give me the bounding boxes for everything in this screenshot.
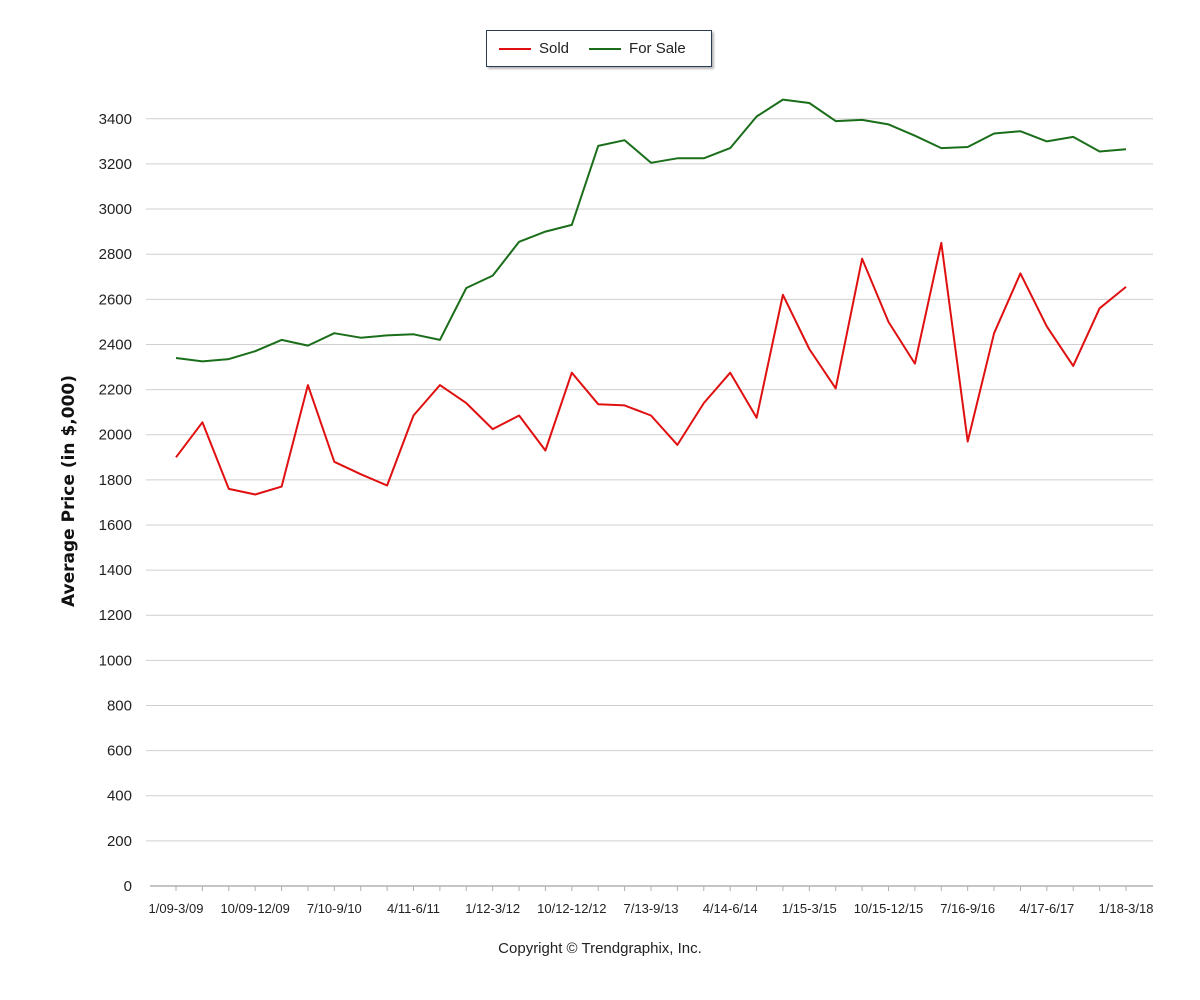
x-tick-label: 4/11-6/11 <box>387 901 440 916</box>
y-tick-label: 800 <box>107 697 132 714</box>
y-tick-label: 400 <box>107 788 132 805</box>
x-tick-label: 7/16-9/16 <box>940 901 995 916</box>
y-tick-label: 1800 <box>99 472 132 489</box>
legend-swatch-for-sale <box>589 47 622 50</box>
y-tick-label: 600 <box>107 743 132 760</box>
y-tick-label: 1000 <box>99 652 132 669</box>
x-tick-label: 1/18-3/18 <box>1099 901 1154 916</box>
legend-item-sold[interactable]: Sold <box>499 40 569 57</box>
y-tick-label: 3200 <box>99 156 132 173</box>
y-tick-label: 1600 <box>99 517 132 534</box>
x-tick-label: 4/14-6/14 <box>703 901 758 916</box>
copyright-text: Copyright © Trendgraphix, Inc. <box>498 940 702 957</box>
y-tick-label: 2600 <box>99 291 132 308</box>
x-tick-label: 1/12-3/12 <box>465 901 520 916</box>
gridlines <box>146 118 1153 842</box>
y-tick-label: 2800 <box>99 246 132 263</box>
y-tick-label: 2400 <box>99 336 132 353</box>
x-tick-label: 10/09-12/09 <box>220 901 289 916</box>
y-tick-label: 3000 <box>99 201 132 218</box>
x-tick-labels: 1/09-3/09 10/09-12/09 7/10-9/10 4/11-6/11 1/… <box>149 901 1154 916</box>
series-line-sold <box>175 241 1127 496</box>
y-tick-label: 200 <box>107 833 132 850</box>
x-tick-label: 7/10-9/10 <box>307 901 362 916</box>
axes <box>150 885 1153 891</box>
y-tick-label: 2200 <box>99 382 132 399</box>
y-axis-label: Average Price (in $,000) <box>59 375 79 607</box>
x-tick-label: 1/15-3/15 <box>782 901 837 916</box>
x-tick-label: 4/17-6/17 <box>1019 901 1074 916</box>
chart-legend: Sold For Sale <box>486 30 712 67</box>
series-line-for-sale <box>175 98 1127 363</box>
legend-swatch-sold <box>499 47 531 50</box>
x-tick-label: 7/13-9/13 <box>624 901 679 916</box>
x-tick-label: 10/12-12/12 <box>537 901 606 916</box>
y-tick-label: 0 <box>124 878 132 895</box>
y-tick-labels: 0 200 400 600 800 1000 1200 1400 1600 1800 2000 220… <box>99 111 132 895</box>
x-tick-label: 10/15-12/15 <box>854 901 923 916</box>
legend-label-sold: Sold <box>539 40 570 57</box>
y-tick-label: 1200 <box>99 607 132 624</box>
y-tick-label: 2000 <box>99 427 132 444</box>
legend-label-for-sale: For Sale <box>629 40 686 57</box>
x-tick-label: 1/09-3/09 <box>149 901 204 916</box>
series-lines <box>175 98 1127 496</box>
legend-item-for-sale[interactable]: For Sale <box>589 40 686 57</box>
y-tick-label: 1400 <box>99 562 132 579</box>
y-tick-label: 3400 <box>99 111 132 128</box>
